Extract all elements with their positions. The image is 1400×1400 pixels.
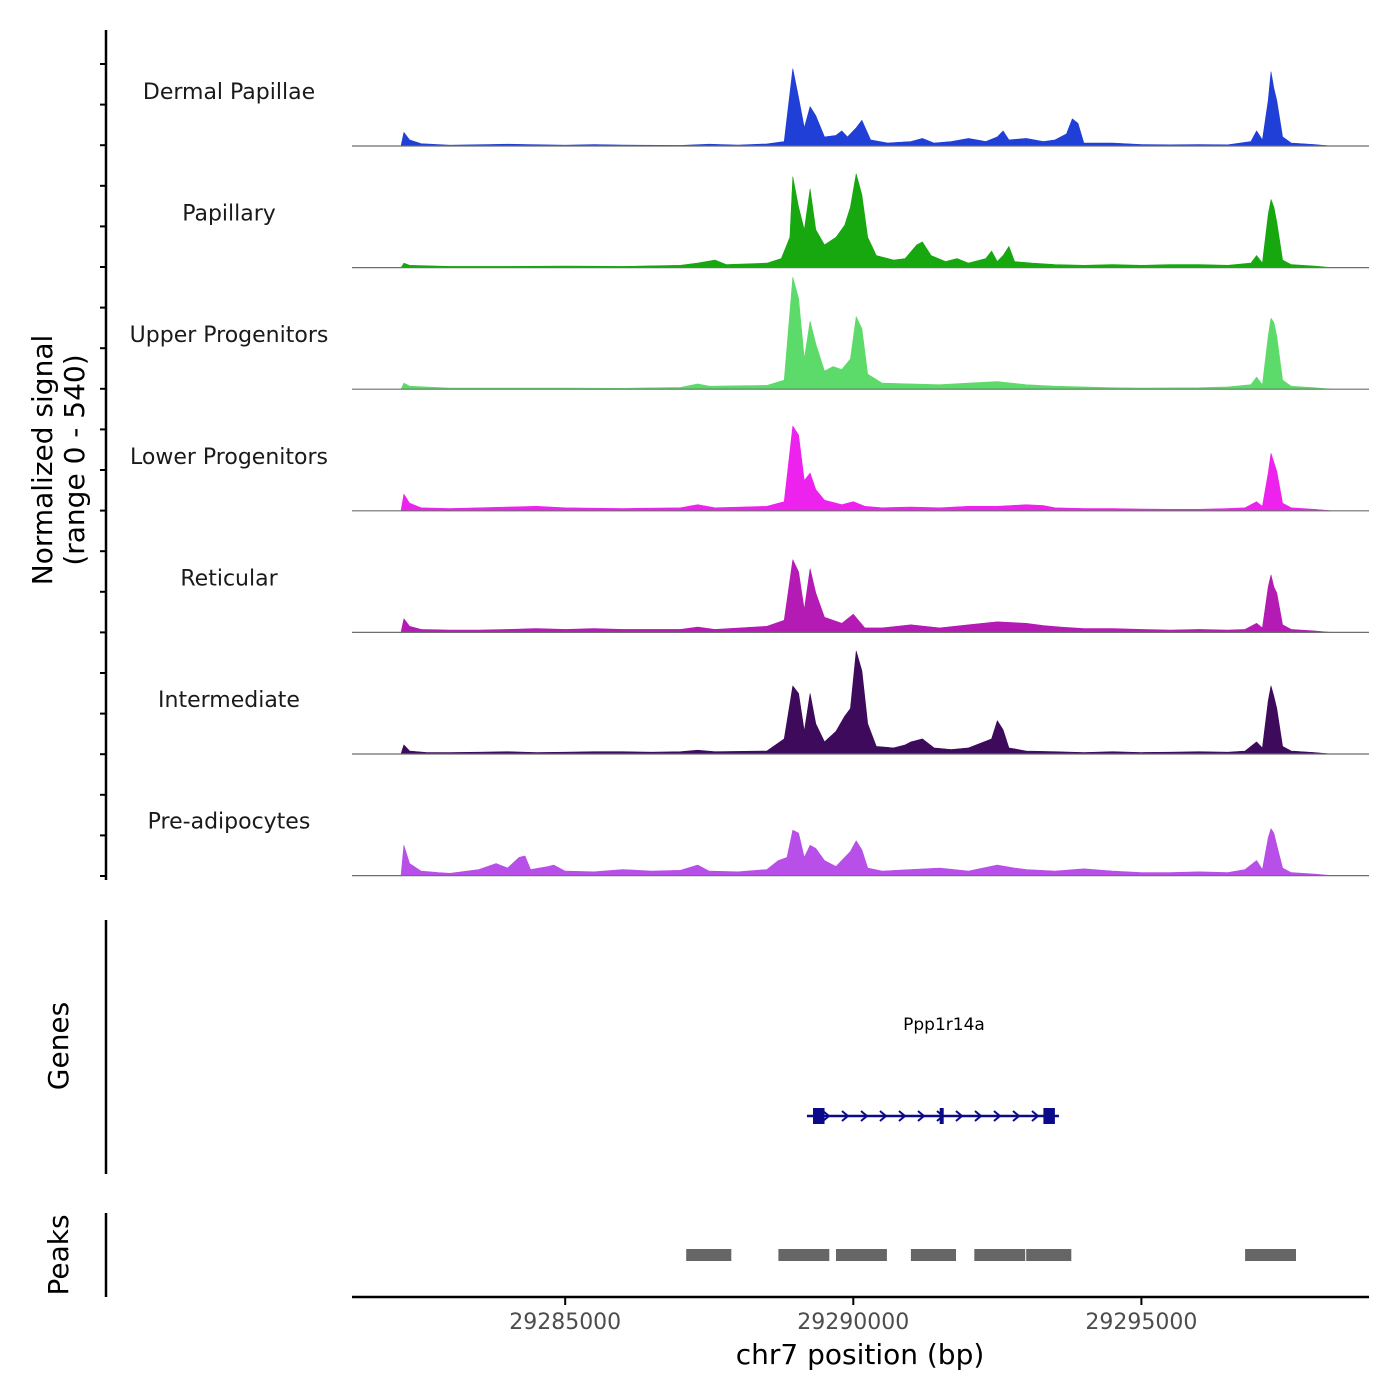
track-label: Lower Progenitors — [130, 445, 328, 470]
gene-name-label: Ppp1r14a — [903, 1015, 985, 1035]
coverage-area — [400, 828, 1332, 876]
track-papillary: Papillary — [182, 173, 1369, 269]
x-tick-label: 29295000 — [1085, 1310, 1197, 1335]
track-label: Upper Progenitors — [130, 323, 329, 348]
track-label: Pre-adipocytes — [148, 810, 311, 835]
gene-track: Ppp1r14a — [806, 1015, 1059, 1124]
peak-bar — [1245, 1249, 1296, 1261]
y-axis-range: (range 0 - 540) — [58, 354, 91, 565]
coverage-area — [400, 425, 1332, 512]
x-axis-title: chr7 position (bp) — [736, 1338, 985, 1371]
peak-bar — [778, 1249, 830, 1261]
strand-arrow — [841, 1110, 850, 1122]
track-upper-progenitors: Upper Progenitors — [130, 276, 1369, 390]
strand-arrow — [974, 1110, 983, 1122]
gene-exon — [939, 1108, 944, 1124]
strand-arrow — [822, 1110, 831, 1122]
track-label: Papillary — [182, 202, 276, 227]
coverage-y-ticks — [100, 63, 106, 877]
strand-arrow — [955, 1110, 964, 1122]
coverage-area — [400, 276, 1332, 390]
strand-arrow — [898, 1110, 907, 1122]
strand-arrow — [993, 1110, 1002, 1122]
peak-bar — [1026, 1249, 1072, 1261]
peak-bar — [974, 1249, 1026, 1261]
track-pre-adipocytes: Pre-adipocytes — [148, 810, 1369, 877]
gene-ppp1r14a: Ppp1r14a — [806, 1015, 1059, 1124]
peak-bar — [910, 1249, 956, 1261]
track-label: Reticular — [180, 566, 278, 591]
track-label: Intermediate — [158, 688, 300, 713]
peaks-axis-title: Peaks — [42, 1214, 75, 1295]
track-reticular: Reticular — [180, 559, 1369, 634]
track-label: Dermal Papillae — [143, 80, 315, 105]
strand-arrow — [879, 1110, 888, 1122]
track-intermediate: Intermediate — [158, 650, 1369, 755]
gene-exon — [813, 1108, 825, 1124]
peak-bar — [836, 1249, 887, 1261]
track-lower-progenitors: Lower Progenitors — [130, 425, 1369, 512]
strand-arrow — [860, 1110, 869, 1122]
strand-arrow — [1031, 1110, 1040, 1122]
gene-exon — [1043, 1108, 1055, 1124]
coverage-tracks: Dermal Papillae Papillary Upper Progenitor… — [130, 68, 1369, 877]
coverage-area — [400, 650, 1332, 755]
peak-bar — [686, 1249, 732, 1261]
x-tick-label: 29290000 — [797, 1310, 909, 1335]
strand-arrow — [1012, 1110, 1021, 1122]
coverage-area — [400, 559, 1332, 633]
genes-axis-title: Genes — [42, 1002, 75, 1090]
coverage-area — [400, 173, 1332, 268]
strand-arrow — [917, 1110, 926, 1122]
y-axis-title: Normalized signal — [26, 335, 59, 586]
coverage-area — [400, 68, 1332, 147]
peak-track — [686, 1249, 1296, 1261]
x-axis-ticks: 29285000 29290000 29295000 — [509, 1297, 1197, 1335]
track-dermal-papillae: Dermal Papillae — [143, 68, 1369, 147]
x-tick-label: 29285000 — [509, 1310, 621, 1335]
